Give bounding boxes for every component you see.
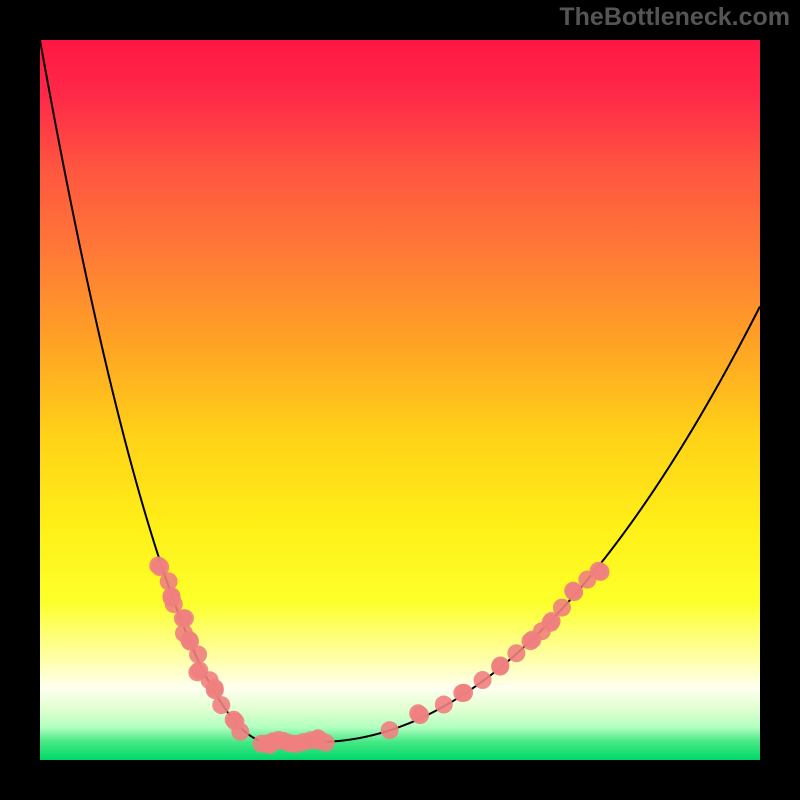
marker-dots [149,557,609,754]
curve-overlay [0,0,800,800]
bottleneck-curve [40,40,760,742]
chart-container: TheBottleneck.com [0,0,800,800]
watermark-text: TheBottleneck.com [559,3,790,32]
